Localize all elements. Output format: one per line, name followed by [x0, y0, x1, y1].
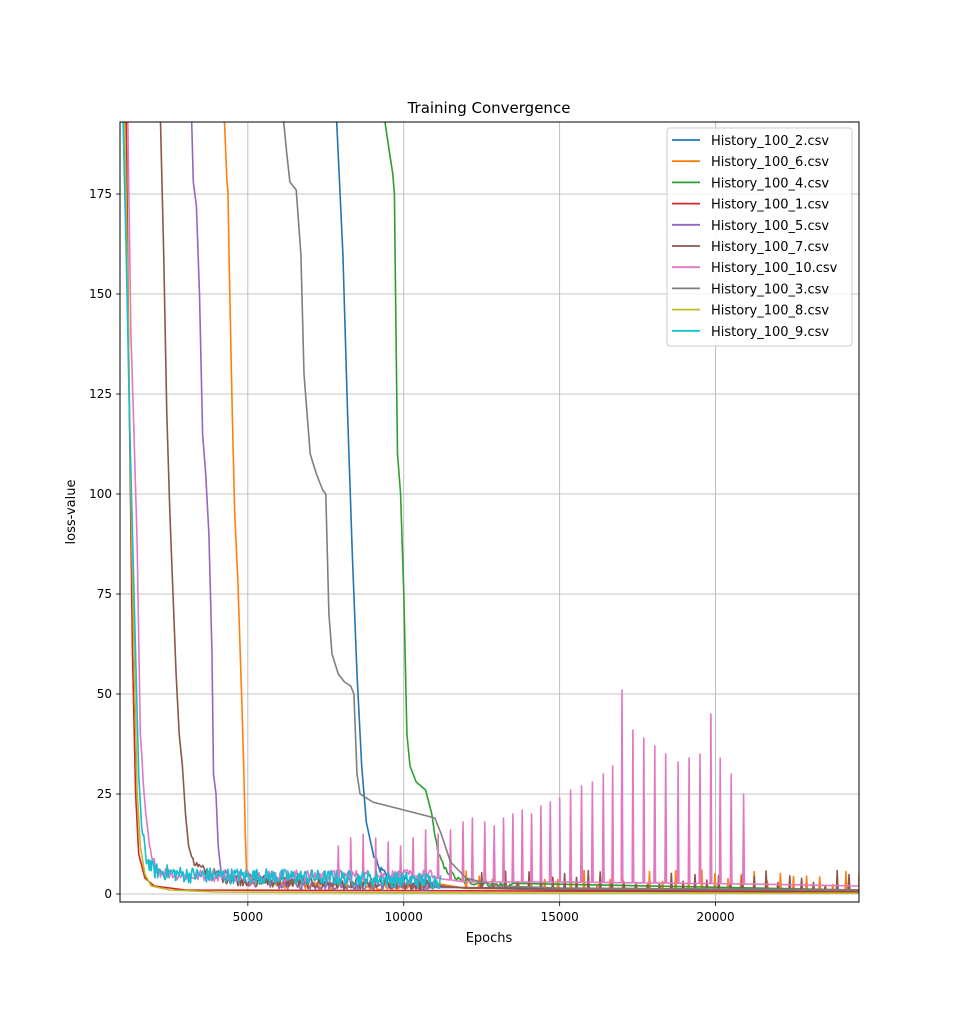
- y-tick-label: 125: [89, 387, 112, 401]
- x-tick-label: 5000: [233, 910, 264, 924]
- legend-label: History_100_1.csv: [711, 198, 829, 213]
- legend-label: History_100_8.csv: [711, 304, 829, 319]
- legend-box: [666, 127, 853, 347]
- legend-label: History_100_5.csv: [711, 219, 829, 234]
- y-tick-label: 100: [89, 487, 112, 501]
- y-tick-label: 0: [104, 887, 112, 901]
- axis-ticks: 5000 10000 15000 20000 0 25 50 75 100 125 150 175: [89, 187, 735, 924]
- legend-label: History_100_2.csv: [711, 134, 829, 149]
- y-tick-label: 75: [97, 587, 112, 601]
- y-tick-label: 50: [97, 687, 112, 701]
- x-tick-label: 15000: [541, 910, 579, 924]
- series-line-5: [190, 122, 859, 892]
- legend-label: History_100_10.csv: [711, 261, 838, 276]
- x-tick-label: 20000: [696, 910, 734, 924]
- chart-title: Training Convergence: [407, 99, 571, 117]
- y-tick-label: 175: [89, 187, 112, 201]
- legend-label: History_100_3.csv: [711, 282, 829, 297]
- plot-area: [122, 122, 859, 894]
- x-axis-label: Epochs: [466, 931, 513, 946]
- plot-frame: [119, 121, 860, 903]
- series-line-10: [122, 122, 442, 890]
- y-tick-label: 25: [97, 787, 112, 801]
- series-line-6: [159, 122, 859, 891]
- series-line-8: [282, 122, 859, 891]
- legend: History_100_2.csv History_100_6.csv Histor…: [666, 127, 853, 347]
- legend-label: History_100_7.csv: [711, 240, 829, 255]
- legend-label: History_100_9.csv: [711, 325, 829, 340]
- legend-label: History_100_6.csv: [711, 155, 829, 170]
- legend-label: History_100_4.csv: [711, 176, 829, 191]
- y-axis-label: loss-value: [64, 480, 79, 545]
- y-tick-label: 150: [89, 287, 112, 301]
- x-tick-label: 10000: [385, 910, 423, 924]
